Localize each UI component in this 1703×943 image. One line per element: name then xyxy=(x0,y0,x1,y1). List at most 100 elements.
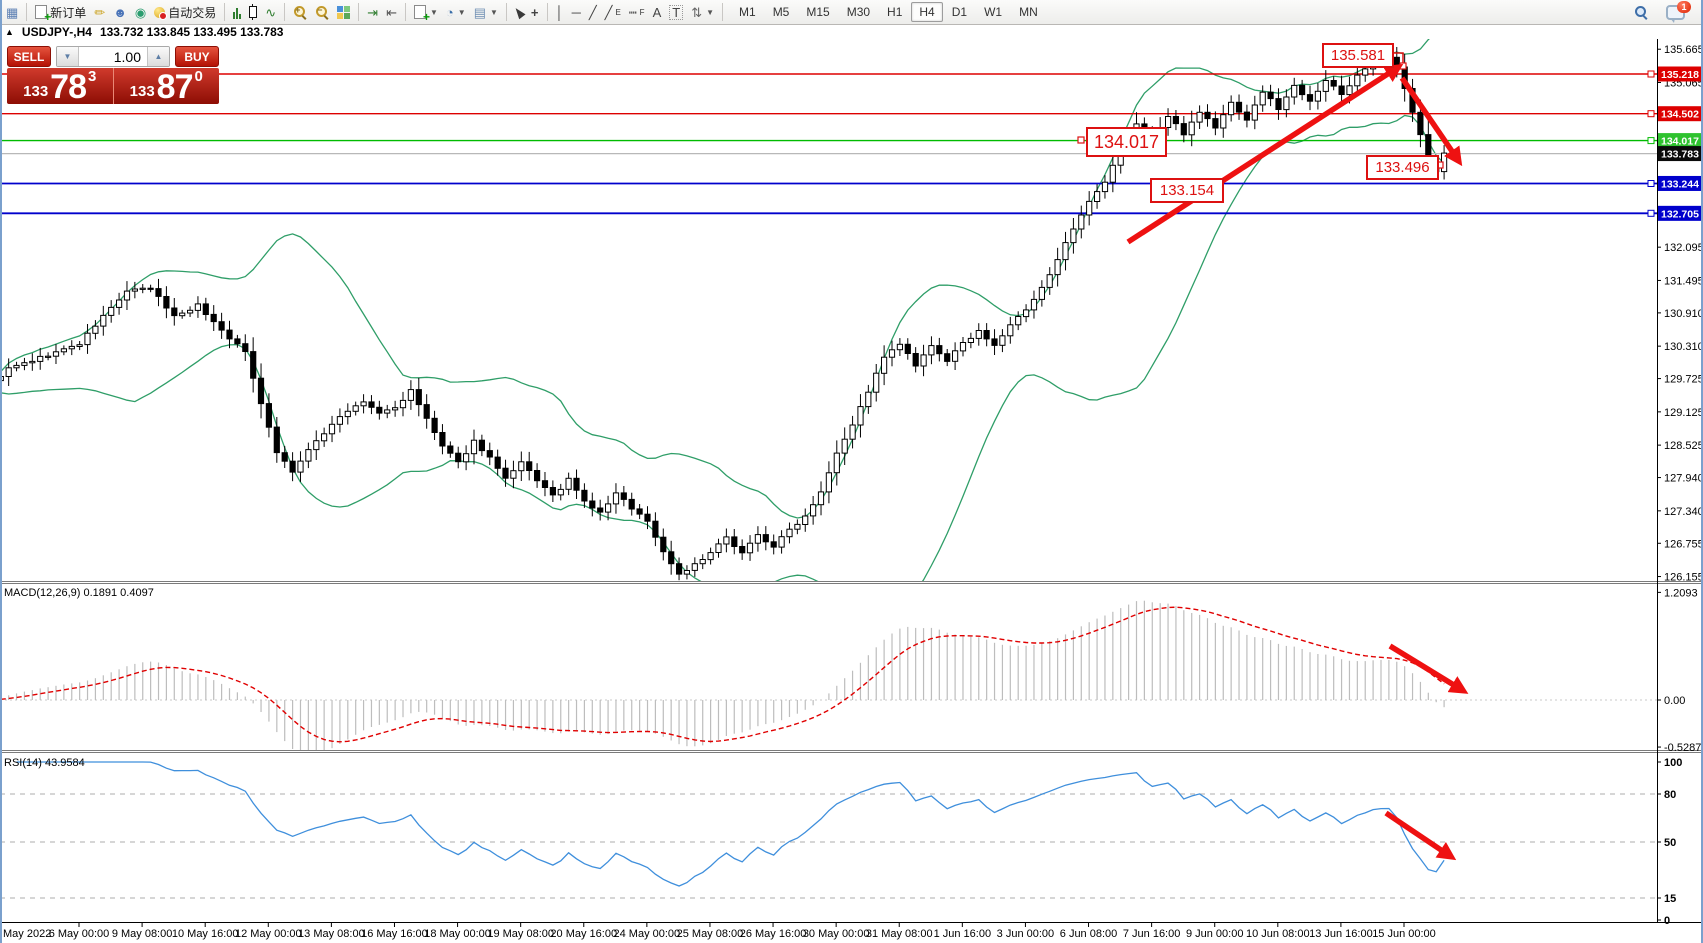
shapes-tool-button[interactable]: ⇅ ▼ xyxy=(691,4,715,20)
price-badge-label: 134.017 xyxy=(1661,136,1699,148)
timeframe-m30[interactable]: M30 xyxy=(846,5,871,19)
candle xyxy=(116,299,123,308)
volume-increase-button[interactable]: ▲ xyxy=(147,47,169,66)
timeframe-d1[interactable]: D1 xyxy=(951,5,968,19)
candle-chart-mode-button[interactable] xyxy=(245,2,261,22)
timeframe-m5[interactable]: M5 xyxy=(772,5,790,19)
candle xyxy=(597,507,604,513)
symbol-title: USDJPY-,H4 xyxy=(21,25,92,39)
candle xyxy=(131,288,139,292)
candle xyxy=(392,407,399,411)
candle xyxy=(257,377,265,405)
buy-price-tile[interactable]: 133 87 0 xyxy=(113,68,219,104)
candle xyxy=(952,350,959,362)
time-label: 6 Jun 08:00 xyxy=(1060,928,1118,940)
styler-button[interactable]: ✏ xyxy=(90,2,109,22)
candle xyxy=(573,477,580,491)
trendline-icon: ╱ xyxy=(588,4,597,20)
time-label: 6 May 00:00 xyxy=(49,928,110,940)
bar-chart-mode-button[interactable] xyxy=(229,2,245,22)
candle xyxy=(76,344,83,348)
profile-button[interactable]: ☻ xyxy=(109,2,131,22)
cursor-tool-button[interactable] xyxy=(511,2,527,22)
price-tick: 129.125 xyxy=(1664,407,1703,419)
candle xyxy=(1046,274,1053,288)
horizontal-line-objects[interactable] xyxy=(0,70,1657,217)
candle xyxy=(699,559,706,565)
trend-arrow-objects[interactable] xyxy=(1077,52,1469,861)
candle xyxy=(549,487,556,496)
candle xyxy=(912,353,919,367)
tile-windows-button[interactable] xyxy=(333,2,354,22)
label-tool-button[interactable]: T xyxy=(665,2,687,22)
vline-tool-button[interactable]: │ xyxy=(552,2,568,22)
candle xyxy=(92,325,99,334)
price-annotation-135.581[interactable]: 135.581 xyxy=(1322,43,1394,68)
timeframe-h4[interactable]: H4 xyxy=(911,2,943,22)
sell-price-prefix: 133 xyxy=(23,83,49,100)
candle xyxy=(273,426,280,454)
time-label: 10 May 16:00 xyxy=(172,928,239,940)
price-annotation-134.017[interactable]: 134.017 xyxy=(1086,127,1167,157)
price-tick: 130.310 xyxy=(1664,341,1703,353)
hline-tool-button[interactable]: ─ xyxy=(568,2,585,22)
buy-button[interactable]: BUY xyxy=(175,46,219,67)
chart-shift-button[interactable]: ⇤ xyxy=(382,2,401,22)
search-button[interactable] xyxy=(1630,2,1652,22)
time-label: 12 May 00:00 xyxy=(235,928,302,940)
periods-button[interactable]: ◔ ▼ xyxy=(445,4,466,20)
sell-price-tile[interactable]: 133 78 3 xyxy=(7,68,114,104)
candle xyxy=(636,508,643,515)
candle xyxy=(944,353,951,362)
templates-button[interactable]: ▤ ▼ xyxy=(473,4,498,20)
channel-tool-button[interactable]: ╱ E xyxy=(604,4,621,20)
candle xyxy=(399,399,407,409)
timeframe-m1[interactable]: M1 xyxy=(739,5,756,19)
time-label: 30 May 00:00 xyxy=(803,928,870,940)
candle xyxy=(723,536,730,545)
candle xyxy=(1267,91,1274,100)
price-badge xyxy=(1658,205,1703,221)
price-annotation-133.496[interactable]: 133.496 xyxy=(1366,155,1439,180)
sell-button[interactable]: SELL xyxy=(7,46,51,67)
zoom-in-button[interactable]: + xyxy=(289,2,311,22)
rsi-axis[interactable]: 100 80 50 15 0 xyxy=(1657,757,1682,927)
candle xyxy=(589,500,596,509)
crayon-icon: ✏ xyxy=(94,4,106,20)
timeframe-m15[interactable]: M15 xyxy=(806,5,830,19)
chart-collapse-marker[interactable]: ▲ xyxy=(5,27,14,37)
timeframe-w1[interactable]: W1 xyxy=(984,5,1003,19)
crosshair-tool-button[interactable]: + xyxy=(527,2,543,22)
candle xyxy=(746,542,754,554)
candle xyxy=(45,355,52,358)
new-order-button[interactable]: 新订单 xyxy=(31,2,90,24)
svg-text:0.00: 0.00 xyxy=(1664,695,1685,707)
indicators-button[interactable]: ▼ xyxy=(410,2,442,24)
volume-decrease-button[interactable]: ▼ xyxy=(57,47,79,66)
line-chart-mode-button[interactable]: ∿ xyxy=(261,2,280,22)
timeframe-mn[interactable]: MN xyxy=(1019,5,1038,19)
timeframe-h1[interactable]: H1 xyxy=(887,5,903,19)
zoom-out-button[interactable]: − xyxy=(311,2,333,22)
price-annotation-133.154[interactable]: 133.154 xyxy=(1150,178,1224,203)
fibonacci-tool-button[interactable]: ┉ F xyxy=(628,4,645,20)
app-icon[interactable]: ▦ xyxy=(6,4,19,20)
volume-input[interactable]: 1.00 xyxy=(79,47,147,66)
time-label: 10 Jun 08:00 xyxy=(1246,928,1310,940)
trendline-tool-button[interactable]: ╱ xyxy=(585,2,601,22)
candle xyxy=(833,452,840,474)
notifications-button[interactable]: 1 xyxy=(1662,0,1691,23)
signal-button[interactable]: ◉ xyxy=(131,2,150,22)
svg-text:15: 15 xyxy=(1664,893,1676,905)
candle xyxy=(1243,111,1251,121)
symbol-ohlc: 133.732 133.845 133.495 133.783 xyxy=(99,25,284,39)
candle xyxy=(1322,80,1329,92)
autotrade-button[interactable]: 自动交易 xyxy=(150,2,220,22)
candle xyxy=(84,332,91,346)
price-axis[interactable]: 135.665135.065132.095131.495130.910130.3… xyxy=(1657,44,1703,584)
time-label: 26 May 16:00 xyxy=(740,928,807,940)
macd-axis[interactable]: 1.2093 0.00 -0.5287 xyxy=(1657,587,1701,754)
auto-scroll-button[interactable]: ⇥ xyxy=(363,2,382,22)
text-tool-button[interactable]: A xyxy=(649,2,666,22)
